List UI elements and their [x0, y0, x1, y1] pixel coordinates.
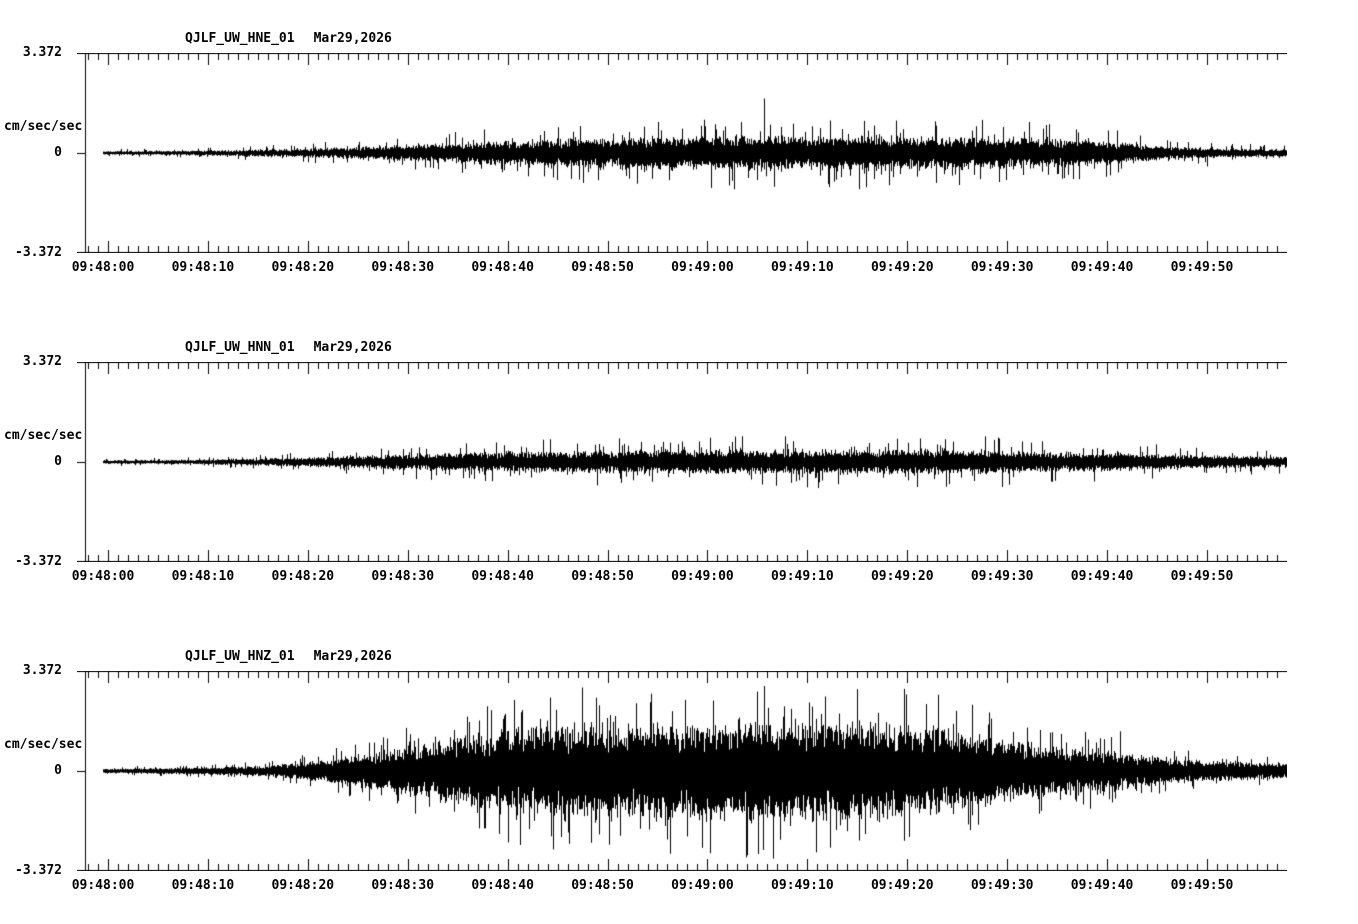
x-tick-label: 09:48:50: [571, 569, 634, 584]
x-tick-label: 09:49:00: [671, 569, 734, 584]
seismogram-panel-hnz: QJLF_UW_HNZ_01 Mar29,2026 3.372 cm/sec/se…: [0, 650, 1358, 924]
x-tick-label: 09:49:50: [1170, 569, 1234, 584]
x-tick-label: 09:48:20: [271, 260, 335, 275]
x-tick-label: 09:48:30: [371, 878, 435, 893]
y-max-label: 3.372: [22, 663, 62, 678]
x-tick-label: 09:49:00: [671, 878, 734, 893]
x-tick-label: 09:49:20: [870, 260, 934, 275]
x-tick-label: 09:48:40: [471, 878, 534, 893]
x-tick-label: 09:48:10: [171, 260, 235, 275]
x-tick-label: 09:49:30: [970, 569, 1034, 584]
y-zero-label: 0: [54, 763, 62, 778]
x-axis-labels: 09:48:00 09:48:10 09:48:20 09:48:30 09:48:40…: [0, 261, 1358, 277]
waveform-plot: [77, 53, 1287, 253]
x-tick-label: 09:49:20: [870, 878, 934, 893]
y-min-label: -3.372: [15, 245, 62, 260]
x-tick-label: 09:49:10: [771, 260, 834, 275]
waveform-plot: [77, 362, 1287, 562]
x-tick-label: 09:48:40: [471, 569, 534, 584]
x-axis-labels: 09:48:00 09:48:10 09:48:20 09:48:30 09:48:40…: [0, 879, 1358, 895]
y-max-label: 3.372: [22, 354, 62, 369]
y-axis-unit-label: cm/sec/sec: [4, 119, 83, 134]
trace-title: QJLF_UW_HNE_01 Mar29,2026: [185, 32, 392, 46]
x-tick-label: 09:48:50: [571, 260, 634, 275]
station-id: QJLF_UW_HNZ_01: [185, 649, 295, 664]
y-max-label: 3.372: [22, 45, 62, 60]
x-tick-label: 09:49:10: [771, 569, 834, 584]
trace-date: Mar29,2026: [313, 31, 392, 46]
station-id: QJLF_UW_HNN_01: [185, 340, 295, 355]
trace-title: QJLF_UW_HNZ_01 Mar29,2026: [185, 650, 392, 664]
x-tick-label: 09:48:00: [71, 878, 135, 893]
trace-date: Mar29,2026: [313, 649, 392, 664]
y-axis-unit-label: cm/sec/sec: [4, 737, 83, 752]
y-zero-label: 0: [54, 454, 62, 469]
x-tick-label: 09:49:40: [1070, 878, 1134, 893]
seismogram-panel-hnn: QJLF_UW_HNN_01 Mar29,2026 3.372 cm/sec/se…: [0, 341, 1358, 662]
x-tick-label: 09:48:50: [571, 878, 634, 893]
seismogram-panel-hne: QJLF_UW_HNE_01 Mar29,2026 3.372 cm/sec/se…: [0, 32, 1358, 353]
x-tick-label: 09:49:50: [1170, 878, 1234, 893]
x-tick-label: 09:49:30: [970, 260, 1034, 275]
x-tick-label: 09:49:40: [1070, 569, 1134, 584]
x-tick-label: 09:49:10: [771, 878, 834, 893]
y-zero-label: 0: [54, 145, 62, 160]
x-tick-label: 09:49:20: [870, 569, 934, 584]
x-tick-label: 09:49:50: [1170, 260, 1234, 275]
station-id: QJLF_UW_HNE_01: [185, 31, 295, 46]
x-tick-label: 09:48:00: [71, 260, 135, 275]
trace-date: Mar29,2026: [313, 340, 392, 355]
x-tick-label: 09:48:30: [371, 569, 435, 584]
x-tick-label: 09:48:30: [371, 260, 435, 275]
y-min-label: -3.372: [15, 554, 62, 569]
x-tick-label: 09:49:00: [671, 260, 734, 275]
x-tick-label: 09:48:10: [171, 878, 235, 893]
x-axis-labels: 09:48:00 09:48:10 09:48:20 09:48:30 09:48:40…: [0, 570, 1358, 586]
x-tick-label: 09:49:30: [970, 878, 1034, 893]
y-axis-unit-label: cm/sec/sec: [4, 428, 83, 443]
x-tick-label: 09:49:40: [1070, 260, 1134, 275]
trace-title: QJLF_UW_HNN_01 Mar29,2026: [185, 341, 392, 355]
x-tick-label: 09:48:40: [471, 260, 534, 275]
waveform-plot: [77, 671, 1287, 871]
x-tick-label: 09:48:20: [271, 878, 335, 893]
x-tick-label: 09:48:10: [171, 569, 235, 584]
x-tick-label: 09:48:20: [271, 569, 335, 584]
x-tick-label: 09:48:00: [71, 569, 135, 584]
y-min-label: -3.372: [15, 863, 62, 878]
